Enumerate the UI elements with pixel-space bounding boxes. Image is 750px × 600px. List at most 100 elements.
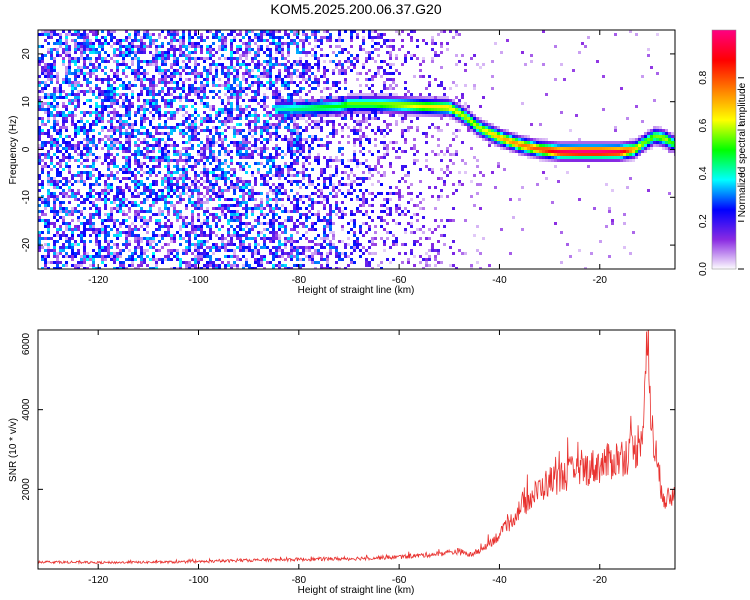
spectrogram-cell — [233, 126, 236, 129]
spectrogram-cell — [236, 204, 239, 207]
spectrogram-cell — [329, 99, 332, 102]
spectrogram-cell — [308, 63, 311, 66]
spectrogram-cell — [128, 243, 131, 246]
spectrogram-cell — [350, 219, 353, 222]
spectrogram-cell — [209, 171, 212, 174]
spectrogram-cell — [335, 54, 338, 57]
spectrogram-cell — [41, 198, 44, 201]
spectrogram-cell — [209, 213, 212, 216]
spectrogram-cell — [362, 153, 365, 156]
spectrogram-cell — [188, 57, 191, 60]
spectrogram-cell — [119, 42, 122, 45]
spectrogram-cell — [143, 75, 146, 78]
spectrogram-cell — [248, 141, 251, 144]
spectrogram-cell — [344, 183, 347, 186]
spectrogram-cell — [260, 81, 263, 84]
spectrogram-cell — [128, 45, 131, 48]
spectrogram-cell — [122, 231, 125, 234]
spectrogram-cell — [374, 117, 377, 120]
spectrogram-cell — [125, 234, 128, 237]
spectrogram-cell — [173, 36, 176, 39]
spectrogram-cell — [263, 123, 266, 126]
spectrogram-cell — [374, 114, 377, 117]
spectrogram-cell — [296, 159, 299, 162]
spectrogram-cell — [107, 114, 110, 117]
spectrogram-cell — [359, 93, 362, 96]
spectrogram-cell — [233, 261, 236, 264]
spectrogram-cell — [125, 231, 128, 234]
spectrogram-cell — [59, 111, 62, 114]
spectrogram-cell — [305, 255, 308, 258]
spectrogram-cell — [260, 30, 263, 33]
spectrogram-cell — [107, 96, 110, 99]
spectrogram-cell — [137, 237, 140, 240]
spectrogram-cell — [107, 138, 110, 141]
spectrogram-cell — [257, 261, 260, 264]
spectrogram-cell — [350, 102, 353, 105]
spectrogram-cell — [284, 192, 287, 195]
spectrogram-cell — [371, 240, 374, 243]
spectrogram-cell — [248, 87, 251, 90]
spectrogram-cell — [365, 261, 368, 264]
spectrogram-cell — [155, 63, 158, 66]
spectrogram-cell — [248, 123, 251, 126]
spectrogram-cell — [77, 48, 80, 51]
spectrogram-cell — [146, 237, 149, 240]
spectrogram-cell — [212, 156, 215, 159]
spectrogram-cell — [332, 114, 335, 117]
spectrogram-cell — [77, 219, 80, 222]
spectrogram-cell — [281, 105, 284, 108]
spectrogram-cell — [203, 195, 206, 198]
spectrogram-cell — [335, 255, 338, 258]
spectrogram-cell — [77, 84, 80, 87]
spectrogram-cell — [116, 54, 119, 57]
spectrogram-cell — [242, 87, 245, 90]
spectrogram-cell — [101, 120, 104, 123]
spectrogram-cell — [53, 234, 56, 237]
spectrogram-cell — [248, 237, 251, 240]
spectrogram-cell — [170, 81, 173, 84]
spectrogram-cell — [179, 168, 182, 171]
spectrogram-cell — [92, 165, 95, 168]
spectrogram-cell — [308, 78, 311, 81]
spectrogram-cell — [260, 231, 263, 234]
spectrogram-cell — [233, 183, 236, 186]
spectrogram-cell — [101, 42, 104, 45]
spectrogram-cell — [293, 162, 296, 165]
spectrogram-cell — [296, 30, 299, 33]
spectrogram-cell — [77, 249, 80, 252]
spectrogram-cell — [323, 240, 326, 243]
spectrogram-cell — [275, 123, 278, 126]
spectrogram-cell — [191, 90, 194, 93]
spectrogram-cell — [176, 108, 179, 111]
spectrogram-cell — [287, 48, 290, 51]
spectrogram-cell — [68, 81, 71, 84]
spectrogram-cell — [242, 165, 245, 168]
spectrogram-cell — [77, 66, 80, 69]
spectrogram-cell — [167, 228, 170, 231]
spectrogram-cell — [80, 51, 83, 54]
spectrogram-cell — [212, 84, 215, 87]
spectrogram-cell — [254, 132, 257, 135]
spectrogram-cell — [95, 177, 98, 180]
spectrogram-cell — [128, 117, 131, 120]
spectrogram-cell — [380, 66, 383, 69]
spectrogram-cell — [200, 72, 203, 75]
spectrogram-cell — [200, 96, 203, 99]
spectrogram-cell — [278, 63, 281, 66]
spectrogram-cell — [299, 153, 302, 156]
spectrogram-cell — [59, 252, 62, 255]
spectrogram-cell — [296, 225, 299, 228]
spectrogram-cell — [41, 72, 44, 75]
spectrogram-cell — [227, 75, 230, 78]
spectrogram-cell — [122, 84, 125, 87]
spectrogram-cell — [113, 126, 116, 129]
spectrogram-cell — [101, 111, 104, 114]
spectrogram-cell — [344, 123, 347, 126]
spectrogram-cell — [50, 51, 53, 54]
spectrogram-cell — [371, 267, 374, 269]
spectrogram-cell — [221, 54, 224, 57]
spectrogram-cell — [200, 171, 203, 174]
spectrogram-cell — [227, 99, 230, 102]
spectrogram-cell — [86, 141, 89, 144]
